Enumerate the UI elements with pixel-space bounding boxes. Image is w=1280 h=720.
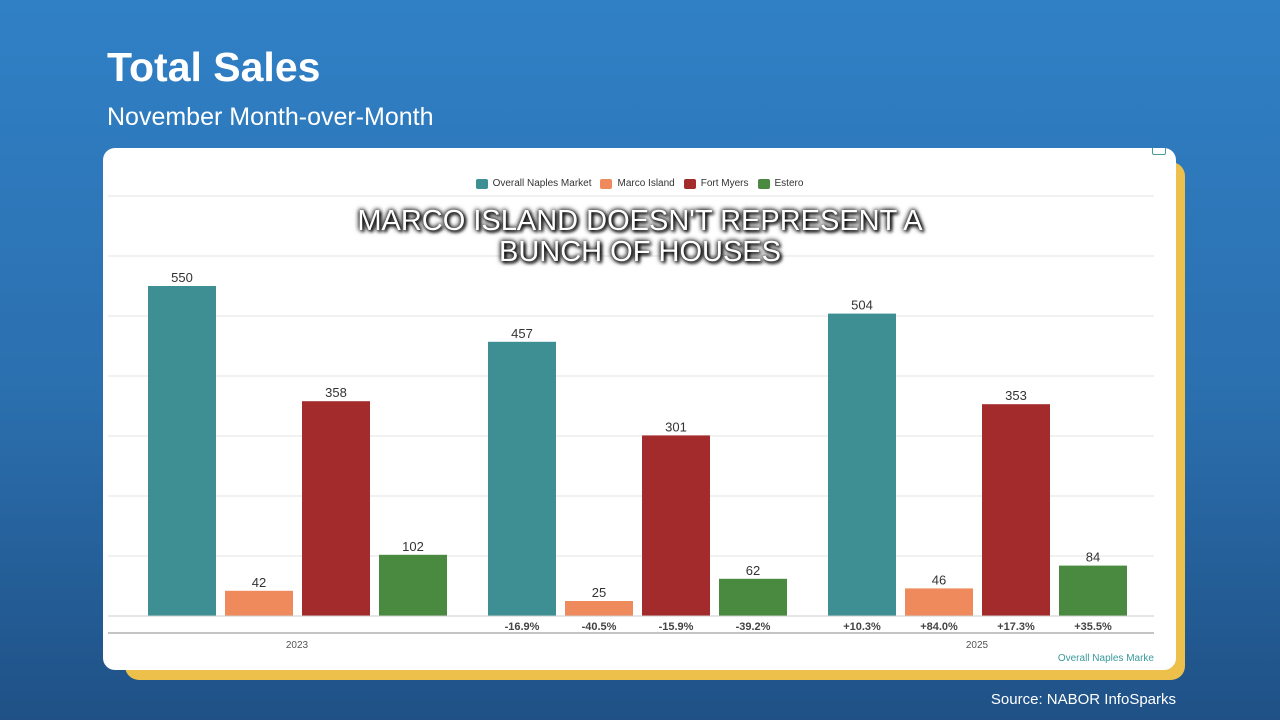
data-label: 46 [932, 572, 946, 587]
video-caption: MARCO ISLAND DOESN'T REPRESENT A BUNCH O… [0, 206, 1280, 268]
caption-line: BUNCH OF HOUSES [499, 236, 781, 268]
bar [828, 313, 896, 616]
x-tick-label: 2023 [286, 640, 309, 651]
legend-swatch [475, 178, 488, 189]
chart-legend: Overall Naples Market Marco Island Fort … [103, 178, 1176, 189]
change-label: +17.3% [997, 621, 1035, 633]
data-label: 353 [1005, 388, 1027, 403]
fullscreen-icon[interactable] [1152, 148, 1166, 155]
legend-item-marco-island[interactable]: Marco Island [600, 178, 675, 189]
legend-item-estero[interactable]: Estero [757, 178, 804, 189]
bar-chart: 550 42 358 102 2023 457 -16.9% 25 -40.5% 301 -15.9… [108, 195, 1155, 664]
bar [982, 404, 1050, 616]
data-label: 84 [1086, 550, 1100, 565]
bar [642, 435, 710, 616]
legend-swatch [757, 178, 770, 189]
data-label: 504 [851, 298, 873, 313]
data-label: 62 [746, 563, 760, 578]
bar [905, 588, 973, 616]
data-label: 42 [252, 575, 266, 590]
data-label: 25 [592, 585, 606, 600]
chart-link[interactable]: Overall Naples Marke [1058, 653, 1155, 664]
legend-label: Estero [774, 178, 804, 189]
change-label: -16.9% [505, 621, 540, 633]
bar [488, 341, 556, 616]
page-subtitle: November Month-over-Month [107, 103, 434, 131]
change-label: -15.9% [659, 621, 694, 633]
bar [1059, 565, 1127, 616]
change-label: +35.5% [1074, 621, 1112, 633]
bar [148, 286, 216, 616]
legend-label: Marco Island [617, 178, 675, 189]
legend-label: Overall Naples Market [492, 178, 592, 189]
legend-item-overall-naples[interactable]: Overall Naples Market [475, 178, 592, 189]
change-label: -40.5% [582, 621, 617, 633]
page-title: Total Sales [107, 44, 321, 90]
caption-line: MARCO ISLAND DOESN'T REPRESENT A [357, 205, 923, 237]
bar [302, 401, 370, 616]
bar [225, 590, 293, 616]
data-label: 301 [665, 419, 687, 434]
data-label: 457 [511, 326, 533, 341]
change-label: -39.2% [736, 621, 771, 633]
bar [719, 578, 787, 616]
source-note: Source: NABOR InfoSparks [990, 691, 1176, 708]
change-label: +84.0% [920, 621, 958, 633]
data-label: 102 [402, 539, 424, 554]
legend-item-fort-myers[interactable]: Fort Myers [683, 178, 749, 189]
chart-card: Overall Naples Market Marco Island Fort … [103, 148, 1176, 670]
bar [379, 554, 447, 616]
data-label: 358 [325, 385, 347, 400]
legend-swatch [683, 178, 696, 189]
data-label: 550 [171, 270, 193, 285]
x-tick-label: 2025 [966, 640, 989, 651]
bar [565, 601, 633, 616]
change-label: +10.3% [843, 621, 881, 633]
legend-swatch [600, 178, 613, 189]
legend-label: Fort Myers [700, 178, 749, 189]
